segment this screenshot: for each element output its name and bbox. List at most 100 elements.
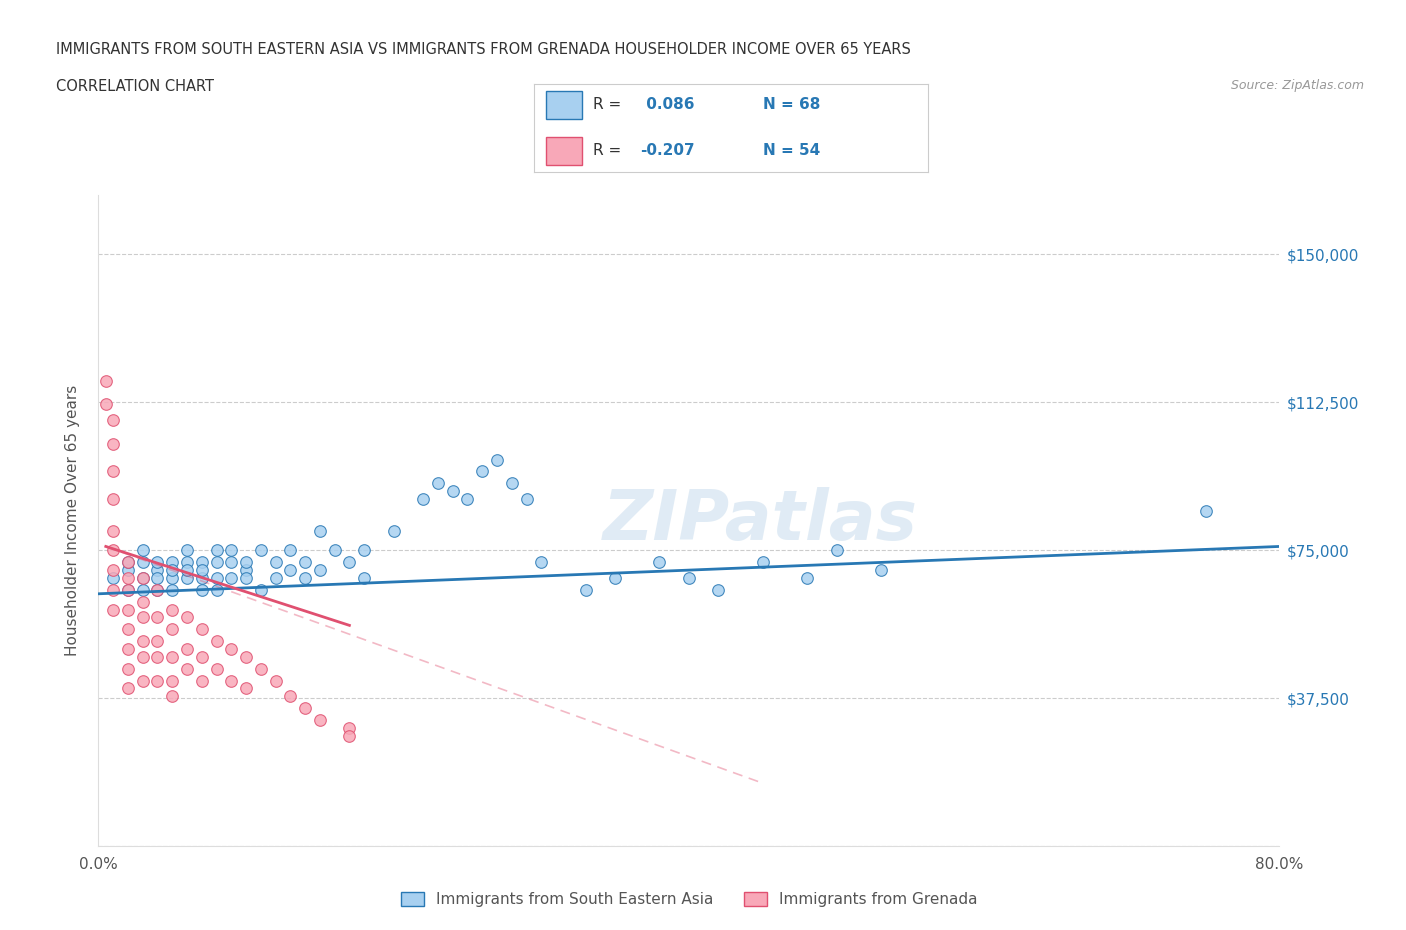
Point — [825, 543, 848, 558]
Point — [117, 582, 139, 597]
Point — [176, 571, 198, 586]
Point — [219, 571, 242, 586]
Point — [707, 582, 730, 597]
Point — [235, 563, 257, 578]
Point — [219, 673, 242, 688]
Point — [309, 712, 332, 727]
Point — [103, 571, 125, 586]
Text: 0.086: 0.086 — [641, 98, 695, 113]
Point — [191, 649, 214, 664]
Point — [235, 649, 257, 664]
Point — [250, 661, 273, 676]
Point — [264, 571, 287, 586]
Point — [94, 397, 117, 412]
Point — [117, 563, 139, 578]
Point — [132, 594, 155, 609]
Point — [117, 602, 139, 617]
Point — [162, 582, 183, 597]
Point — [117, 661, 139, 676]
Point — [117, 555, 139, 570]
Point — [309, 524, 332, 538]
Point — [132, 543, 155, 558]
Point — [235, 555, 257, 570]
Point — [103, 436, 125, 451]
Point — [176, 543, 198, 558]
Y-axis label: Householder Income Over 65 years: Householder Income Over 65 years — [65, 385, 80, 657]
Point — [471, 464, 494, 479]
Text: N = 54: N = 54 — [762, 143, 820, 158]
Point — [117, 571, 139, 586]
Point — [132, 582, 155, 597]
Point — [250, 543, 273, 558]
Point — [235, 571, 257, 586]
Legend: Immigrants from South Eastern Asia, Immigrants from Grenada: Immigrants from South Eastern Asia, Immi… — [395, 886, 983, 913]
Point — [146, 571, 169, 586]
Point — [323, 543, 346, 558]
Point — [648, 555, 671, 570]
Point — [132, 649, 155, 664]
Text: ZIPatlas: ZIPatlas — [602, 487, 917, 554]
Point — [146, 582, 169, 597]
Point — [146, 582, 169, 597]
Point — [117, 622, 139, 637]
Point — [103, 602, 125, 617]
Point — [132, 673, 155, 688]
Point — [353, 543, 375, 558]
Text: Source: ZipAtlas.com: Source: ZipAtlas.com — [1230, 79, 1364, 92]
Point — [574, 582, 596, 597]
Point — [103, 524, 125, 538]
Point — [162, 673, 183, 688]
Point — [103, 413, 125, 428]
Point — [103, 563, 125, 578]
Text: R =: R = — [593, 98, 621, 113]
Point — [219, 555, 242, 570]
Point — [278, 543, 302, 558]
Point — [146, 610, 169, 625]
Point — [339, 728, 360, 743]
Point — [294, 701, 316, 716]
Point — [132, 633, 155, 648]
Point — [176, 661, 198, 676]
Point — [162, 555, 183, 570]
Point — [294, 555, 316, 570]
Point — [117, 582, 139, 597]
Point — [515, 492, 537, 507]
Point — [176, 563, 198, 578]
Point — [501, 476, 523, 491]
Point — [146, 673, 169, 688]
Point — [117, 555, 139, 570]
Point — [353, 571, 375, 586]
Point — [278, 689, 302, 704]
Point — [751, 555, 773, 570]
Point — [219, 543, 242, 558]
Point — [235, 681, 257, 696]
Point — [132, 571, 155, 586]
Point — [678, 571, 700, 586]
Point — [309, 563, 332, 578]
Point — [205, 582, 228, 597]
Point — [294, 571, 316, 586]
Bar — [546, 91, 582, 119]
Point — [132, 571, 155, 586]
Point — [412, 492, 434, 507]
Point — [264, 555, 287, 570]
Point — [530, 555, 553, 570]
Point — [176, 555, 198, 570]
Point — [103, 492, 125, 507]
Point — [162, 649, 183, 664]
Text: IMMIGRANTS FROM SOUTH EASTERN ASIA VS IMMIGRANTS FROM GRENADA HOUSEHOLDER INCOME: IMMIGRANTS FROM SOUTH EASTERN ASIA VS IM… — [56, 42, 911, 57]
Point — [219, 642, 242, 657]
Point — [94, 373, 117, 388]
Point — [441, 484, 464, 498]
Point — [382, 524, 405, 538]
Point — [162, 622, 183, 637]
Point — [205, 543, 228, 558]
Point — [250, 582, 273, 597]
Point — [132, 610, 155, 625]
Point — [191, 555, 214, 570]
Point — [146, 649, 169, 664]
Bar — [546, 137, 582, 165]
Point — [191, 582, 214, 597]
Point — [103, 543, 125, 558]
Text: -0.207: -0.207 — [641, 143, 695, 158]
